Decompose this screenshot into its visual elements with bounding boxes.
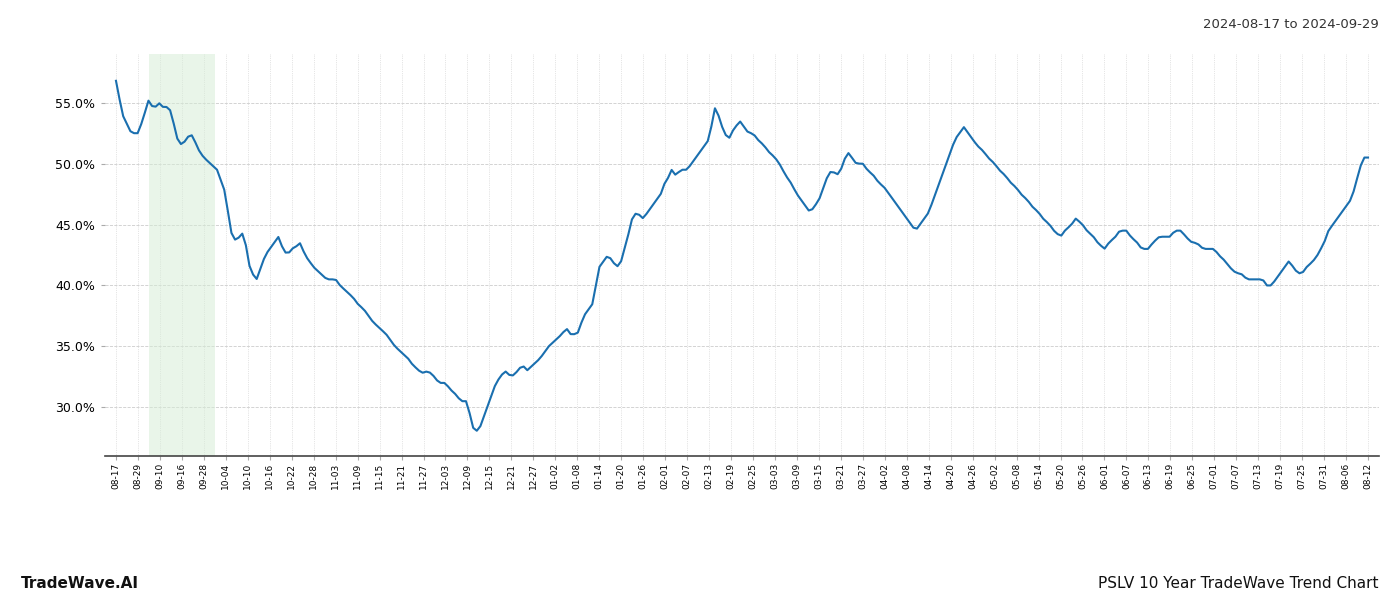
Text: PSLV 10 Year TradeWave Trend Chart: PSLV 10 Year TradeWave Trend Chart xyxy=(1099,576,1379,591)
Bar xyxy=(148,54,214,456)
Text: 2024-08-17 to 2024-09-29: 2024-08-17 to 2024-09-29 xyxy=(1203,18,1379,31)
Text: TradeWave.AI: TradeWave.AI xyxy=(21,576,139,591)
